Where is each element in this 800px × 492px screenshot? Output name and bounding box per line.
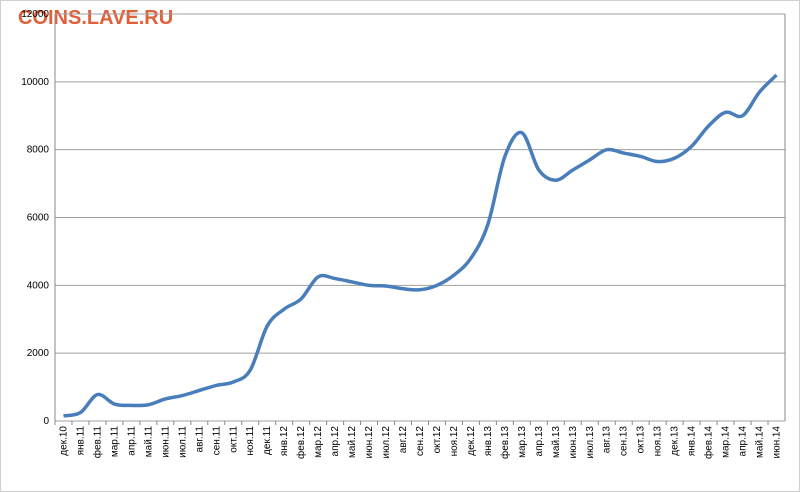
x-tick-label: апр.14 [738,426,749,457]
x-tick-label: апр.12 [330,426,341,457]
x-tick-label: ноя.11 [245,426,256,456]
y-tick-label: 8000 [27,145,50,156]
x-tick-label: янв.14 [687,426,698,457]
x-tick-label: фев.14 [703,426,715,459]
x-tick-label: ноя.12 [449,426,460,457]
x-tick-label: дек.13 [670,426,681,456]
y-tick-label: 10000 [21,77,49,88]
watermark: COINS.LAVE.RU [18,7,173,29]
x-tick-label: июн.11 [160,426,171,458]
x-tick-label: май.11 [143,426,154,458]
x-tick-label: фев.12 [295,426,307,459]
x-tick-label: мар.12 [313,426,324,458]
x-tick-label: авг.11 [194,426,205,453]
x-tick-label: янв.13 [483,426,494,457]
x-tick-label: май.13 [551,426,562,458]
x-tick-label: мар.14 [721,426,732,458]
x-tick-label: дек.11 [262,426,273,455]
y-tick-label: 0 [43,416,49,427]
x-tick-label: сен.13 [619,426,630,456]
x-tick-label: сен.12 [415,426,426,456]
y-tick-label: 12000 [21,9,49,20]
x-tick-label: фев.13 [499,426,511,459]
x-tick-label: сен.11 [211,426,222,456]
y-tick-label: 2000 [27,348,50,359]
x-tick-label: июл.13 [585,426,596,459]
y-tick-label: 6000 [27,213,50,224]
x-tick-label: июл.12 [381,426,392,459]
x-tick-label: ноя.13 [653,426,664,457]
x-tick-label: фев.11 [91,426,103,459]
x-tick-label: май.14 [755,426,766,458]
x-tick-label: мар.13 [517,426,528,458]
x-tick-label: окт.13 [636,426,647,454]
x-tick-label: окт.11 [228,426,239,453]
y-tick-label: 4000 [27,280,50,291]
x-tick-label: мар.11 [109,426,120,458]
x-tick-label: янв.11 [75,426,86,456]
line-series [63,73,778,418]
x-tick-label: июн.12 [364,426,375,459]
x-tick-label: апр.13 [534,426,545,457]
x-tick-label: июн.14 [772,426,783,459]
x-tick-label: июн.13 [568,426,579,459]
x-tick-label: окт.12 [432,426,443,454]
x-tick-label: май.12 [347,426,358,458]
x-tick-label: авг.12 [398,426,409,454]
x-tick-label: апр.11 [126,426,137,456]
x-tick-label: дек.12 [466,426,477,456]
x-tick-label: янв.12 [279,426,290,457]
x-tick-label: июл.11 [177,426,188,458]
x-tick-label: авг.13 [602,426,613,454]
x-tick-label: дек.10 [58,426,69,456]
